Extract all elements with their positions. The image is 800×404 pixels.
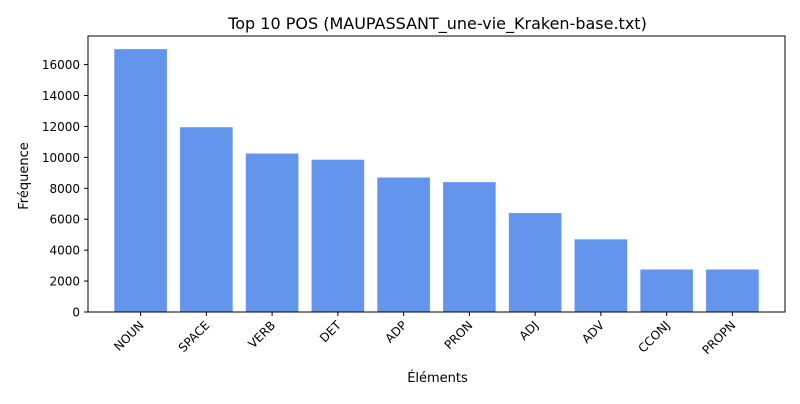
bar-det (311, 159, 365, 312)
chart-title: Top 10 POS (MAUPASSANT_une-vie_Kraken-ba… (227, 14, 647, 34)
y-tick-label: 0 (72, 306, 80, 320)
x-tick-label-adp: ADP (382, 318, 409, 345)
bar-adp (377, 177, 430, 312)
x-tick-label-verb: VERB (245, 318, 278, 351)
y-tick-label: 14000 (42, 89, 80, 103)
x-tick-label-det: DET (317, 318, 344, 345)
x-tick-label-adv: ADV (579, 318, 607, 346)
x-tick-label-adj: ADJ (517, 318, 542, 343)
bar-verb (245, 153, 299, 312)
y-tick-label: 6000 (49, 213, 80, 227)
bar-adv (574, 239, 628, 312)
bar-pron (443, 182, 496, 312)
bar-cconj (640, 269, 693, 312)
x-tick-label-propn: PROPN (699, 318, 738, 357)
y-tick-label: 4000 (49, 244, 80, 258)
y-tick-label: 16000 (42, 58, 80, 72)
bar-propn (706, 269, 759, 312)
bar-space (180, 127, 233, 312)
x-tick-label-pron: PRON (442, 318, 476, 352)
plot-frame (87, 35, 786, 313)
y-tick-label: 8000 (49, 182, 80, 196)
y-axis-label: Fréquence (17, 142, 32, 209)
x-tick-label-noun: NOUN (111, 318, 146, 353)
x-tick-label-space: SPACE (176, 318, 213, 355)
x-tick-label-cconj: CCONJ (635, 318, 672, 355)
y-tick-label: 2000 (49, 275, 80, 289)
plot-area: 0 2000 4000 6000 8000 10000 12000 14000 16000 NOU… (42, 35, 786, 357)
y-tick-label: 10000 (42, 151, 80, 165)
x-axis-label: Éléments (407, 370, 468, 386)
bar-adj (508, 213, 562, 312)
y-tick-label: 12000 (42, 120, 80, 134)
bar-noun (114, 49, 167, 312)
